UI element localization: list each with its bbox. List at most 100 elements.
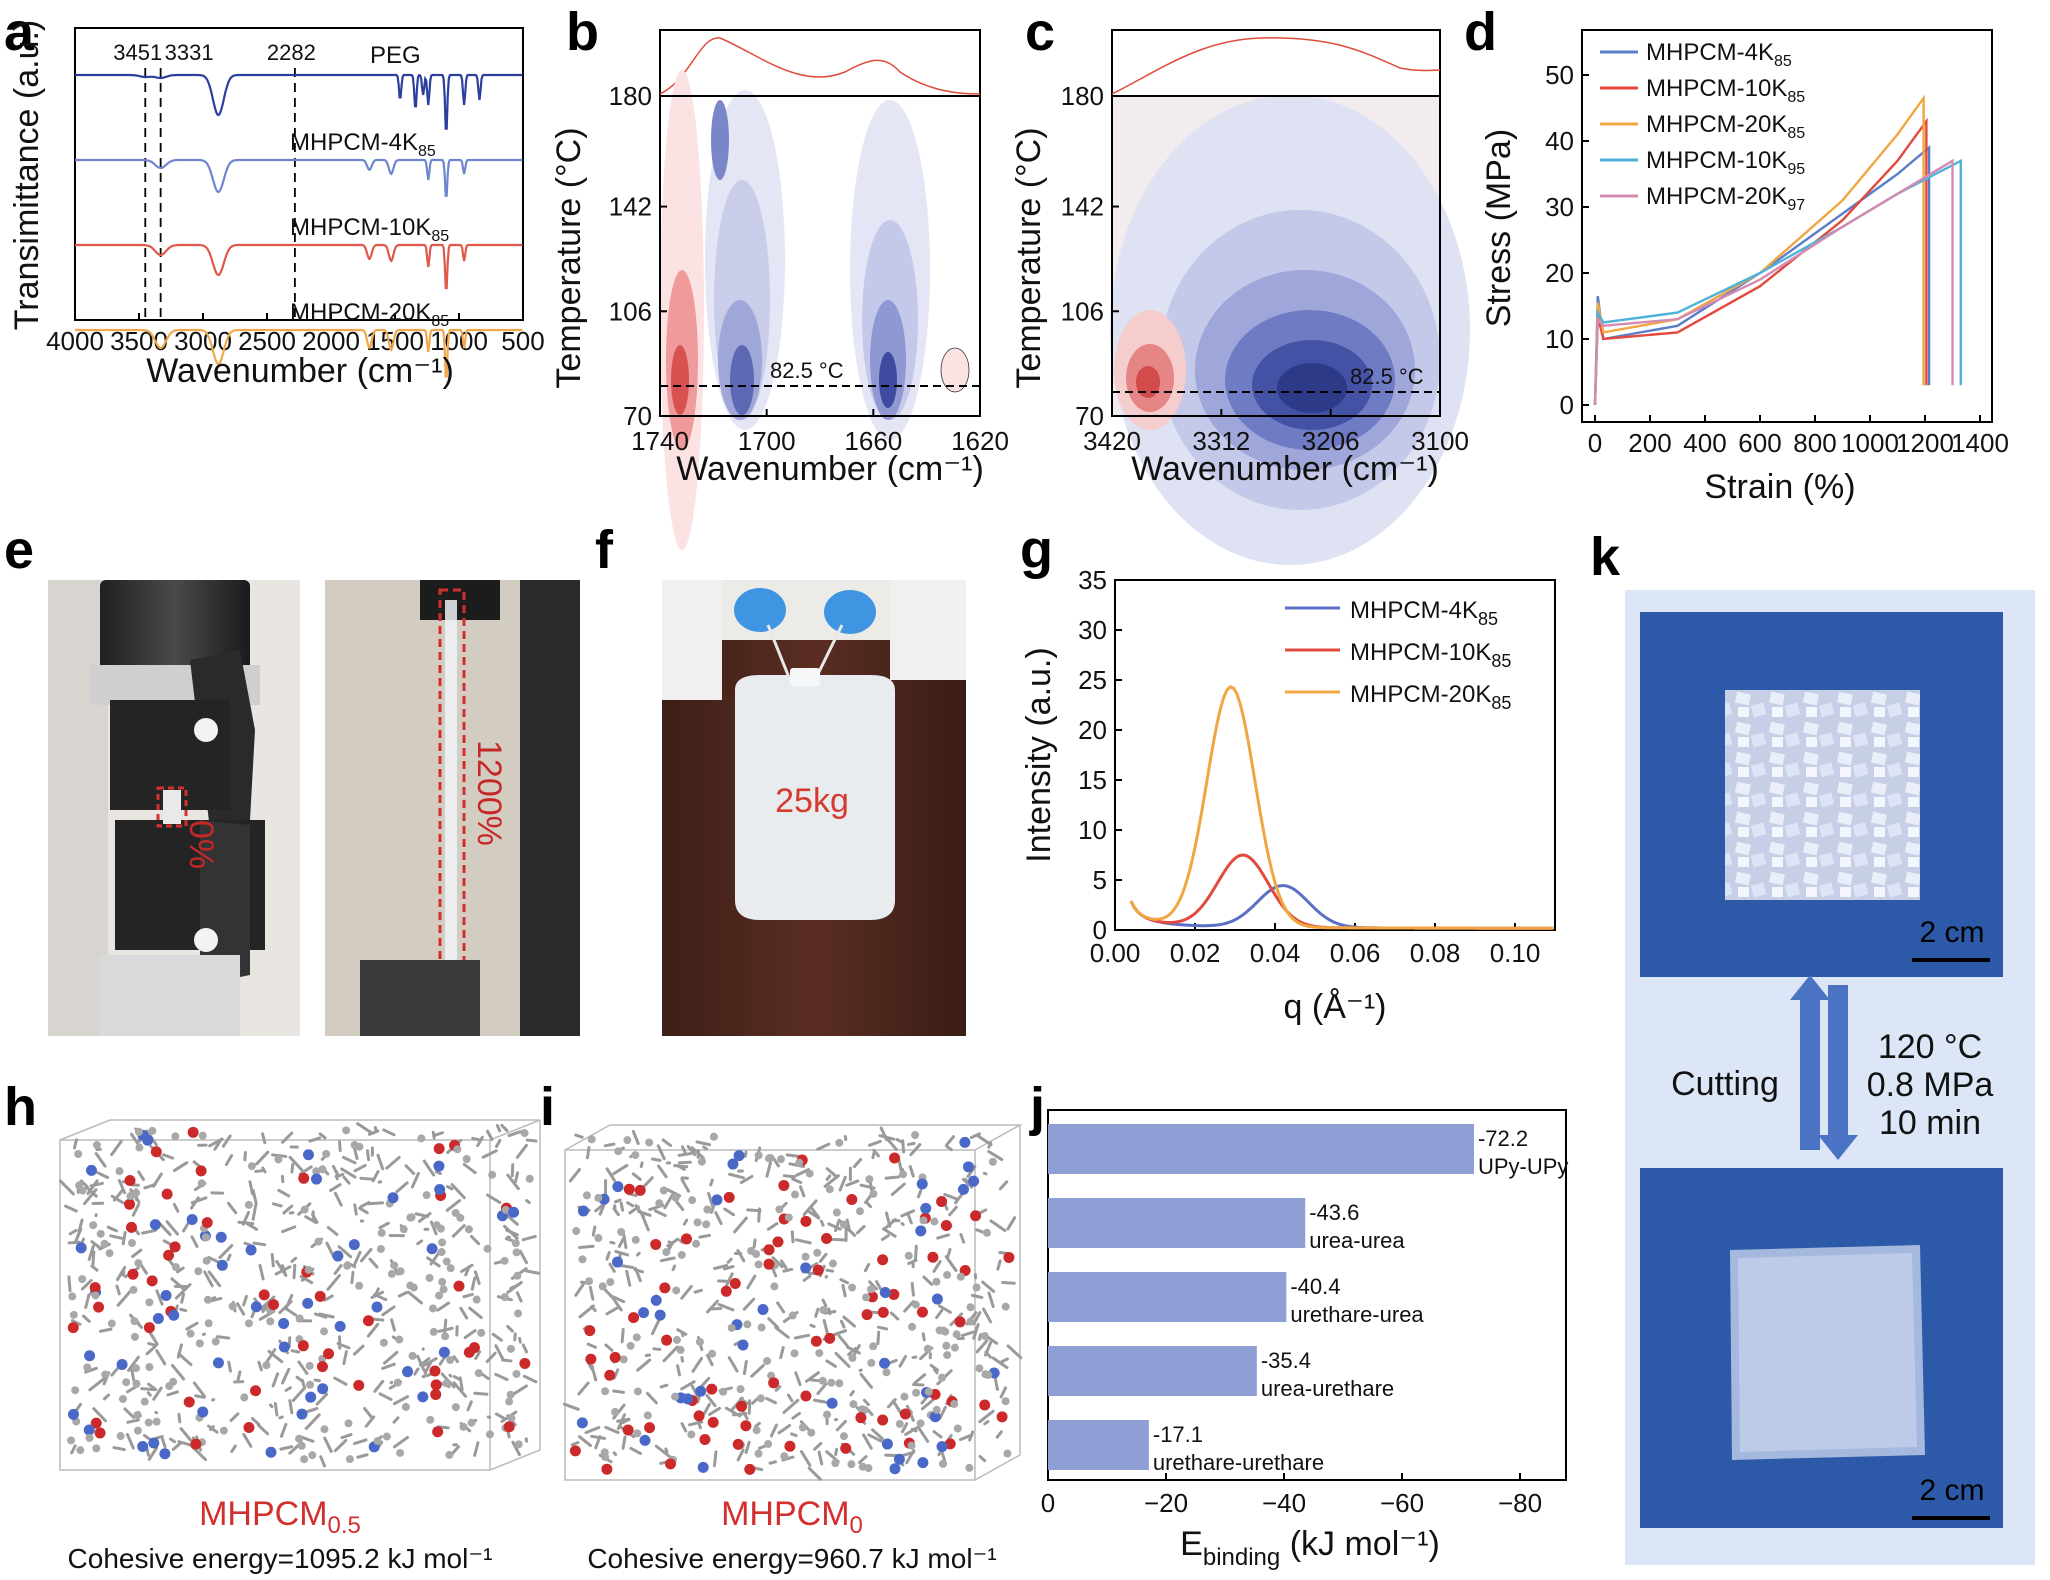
panel-b-axes: [659, 95, 981, 417]
j-bar-category: urea-urethare: [1261, 1376, 1394, 1401]
a-marker-label: 3451: [113, 40, 162, 65]
a-series-label: MHPCM-20K85: [290, 299, 449, 330]
d-xtick-label: 1200: [1896, 428, 1954, 458]
photo-e-left: 0%: [48, 580, 300, 1036]
g-ytick-label: 0: [1093, 915, 1107, 945]
photo-f-label: 25kg: [775, 782, 849, 820]
panel-b-ylabel: Temperature (°C): [550, 127, 588, 388]
a-series-line: [75, 158, 523, 197]
panel-label-a: a: [4, 2, 35, 62]
g-xtick-label: 0.02: [1170, 938, 1221, 968]
panel-label-e: e: [4, 520, 34, 580]
panel-c-xlabel: Wavenumber (cm⁻¹): [1131, 450, 1439, 488]
arrow-up-icon: [1790, 975, 1830, 1150]
heat-ytick-label: 70: [623, 401, 652, 431]
d-ytick-label: 0: [1560, 390, 1574, 420]
j-bar-value: -43.6: [1309, 1200, 1359, 1225]
panel-d-ylabel: Stress (MPa): [1480, 129, 1518, 327]
g-legend-label: MHPCM-20K85: [1350, 681, 1511, 713]
d-xtick-label: 1400: [1951, 428, 2009, 458]
panel-b-annotation: 82.5 °C: [770, 358, 844, 383]
panel-h: h MHPCM0.5 Cohesive energy=1095.2 kJ mol…: [4, 1077, 541, 1574]
photo-k-scale-bottom: 2 cm: [1919, 1474, 1984, 1507]
g-ytick-label: 30: [1078, 615, 1107, 645]
j-bar-value: -40.4: [1290, 1274, 1340, 1299]
h-title: MHPCM0.5: [199, 1495, 361, 1539]
photo-k-cond3: 10 min: [1879, 1104, 1981, 1142]
heat-ytick-label: 142: [1061, 192, 1104, 222]
j-bar: [1048, 1272, 1287, 1322]
g-ytick-label: 15: [1078, 765, 1107, 795]
panel-g-series: [1129, 685, 1554, 930]
panel-label-g: g: [1020, 520, 1053, 580]
g-ytick-label: 5: [1093, 865, 1107, 895]
heat-xtick-label: 3312: [1192, 426, 1250, 456]
heat-xtick-label: 3100: [1411, 426, 1469, 456]
photo-e-right-label: 1200%: [470, 740, 508, 846]
panel-d-axes: [1581, 29, 1993, 423]
panel-b-top-spectrum-frame: [659, 29, 981, 97]
d-ytick-label: 10: [1545, 324, 1574, 354]
g-xtick-label: 0.00: [1090, 938, 1141, 968]
panel-a-markers: 3451 3331 2282: [113, 40, 316, 320]
j-xtick-label: 0: [1041, 1488, 1055, 1518]
panel-a-xlabel: Wavenumber (cm⁻¹): [146, 352, 454, 390]
a-marker-label: 2282: [267, 40, 316, 65]
i-title: MHPCM0: [721, 1495, 863, 1539]
molecular-box-i: [562, 1124, 1023, 1481]
g-series-line: [1129, 884, 1554, 930]
panel-label-d: d: [1464, 2, 1497, 62]
panel-a-ylabel: Transimittance (a.u.): [8, 20, 46, 331]
heat-ytick-label: 106: [1061, 296, 1104, 326]
panel-b-top-spectrum: [659, 37, 981, 95]
g-ytick-label: 35: [1078, 565, 1107, 595]
panel-c-ticks: 3420 3312 3206 3100 70 106 142 180: [1061, 81, 1469, 456]
d-series-line: [1593, 158, 1954, 406]
panel-j-ticks: 0 −20 −40 −60 −80: [1041, 1473, 1542, 1518]
d-legend-label: MHPCM-10K95: [1646, 147, 1805, 178]
heat-ytick-label: 180: [1061, 81, 1104, 111]
d-series-line: [1593, 158, 1962, 406]
j-bar-category: urethare-urea: [1290, 1302, 1424, 1327]
panel-a-axes: [74, 27, 524, 321]
a-series-line: [75, 73, 523, 130]
panel-a-spectra: PEG MHPCM-4K85 MHPCM-10K85 MHPCM-20K85: [75, 42, 523, 378]
panel-b: b 82.5 °C 1740 1700 1660 1620 70 106 142 180 Wa…: [550, 2, 1009, 550]
j-bar-category: urea-urea: [1309, 1228, 1405, 1253]
photo-e-right: 1200%: [325, 580, 580, 1036]
panel-c-annotation: 82.5 °C: [1350, 364, 1424, 389]
g-legend-label: MHPCM-10K85: [1350, 639, 1511, 671]
panel-c-axes: [1111, 95, 1441, 417]
j-bar-value: -17.1: [1153, 1422, 1203, 1447]
panel-c-top-spectrum-frame: [1111, 29, 1441, 97]
panel-b-contour: [660, 70, 980, 550]
d-xtick-label: 1000: [1841, 428, 1899, 458]
a-series-line: [75, 328, 523, 378]
panel-g-xlabel: q (Å⁻¹): [1284, 988, 1387, 1026]
d-series-line: [1593, 117, 1928, 406]
heat-xtick-label: 1740: [631, 426, 689, 456]
panel-d-series: [1593, 94, 1962, 406]
panel-g-ylabel: Intensity (a.u.): [1020, 647, 1058, 862]
j-bar-category: UPy-UPy: [1478, 1154, 1568, 1179]
j-bar: [1048, 1346, 1257, 1396]
d-legend-label: MHPCM-10K85: [1646, 75, 1805, 106]
panel-d-xlabel: Strain (%): [1704, 468, 1855, 506]
molecular-box-h: [58, 1119, 541, 1471]
a-series-label: MHPCM-10K85: [290, 214, 449, 245]
j-bar-value: -72.2: [1478, 1126, 1528, 1151]
d-ytick-label: 50: [1545, 60, 1574, 90]
panel-label-c: c: [1025, 2, 1055, 62]
panel-j-xlabel: Ebinding (kJ mol⁻¹): [1180, 1525, 1440, 1571]
j-bar-category: urethare-urethare: [1153, 1450, 1324, 1475]
panel-label-f: f: [595, 520, 614, 580]
heat-ytick-label: 142: [609, 192, 652, 222]
d-legend-label: MHPCM-4K85: [1646, 39, 1792, 70]
panel-j-bars: -72.2 UPy-UPy -43.6 urea-urea -40.4 urethare-…: [1048, 1124, 1568, 1475]
g-series-line: [1129, 685, 1554, 930]
heat-ytick-label: 106: [609, 296, 652, 326]
photo-e-left-label: 0%: [182, 820, 220, 869]
panel-d-legend: MHPCM-4K85 MHPCM-10K85 MHPCM-20K85 MHPCM-10…: [1600, 39, 1805, 214]
